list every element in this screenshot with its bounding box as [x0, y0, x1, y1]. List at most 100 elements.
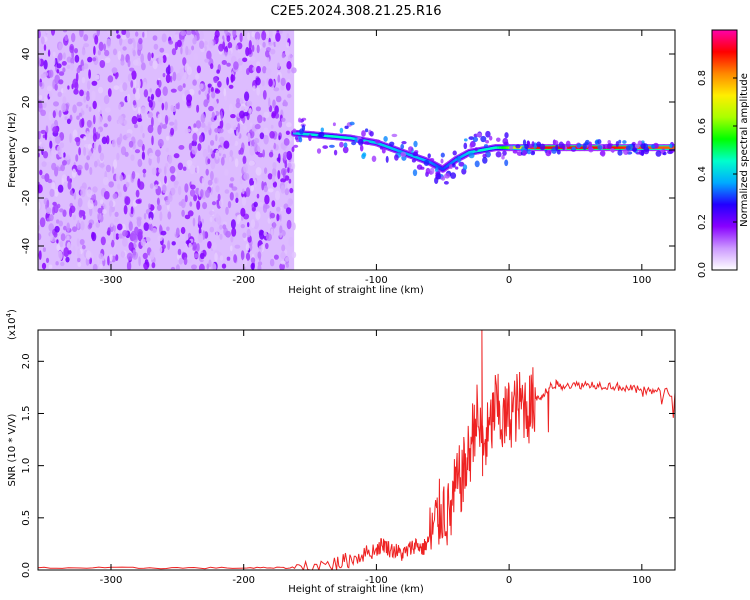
signal-speckle [293, 144, 299, 148]
noise-blob [177, 248, 182, 256]
noise-blob [206, 263, 210, 270]
noise-blob [79, 30, 84, 38]
noise-blob [269, 131, 275, 139]
noise-blob [208, 259, 212, 268]
noise-blob [152, 35, 158, 41]
signal-speckle [485, 140, 490, 144]
signal-speckle [522, 139, 527, 146]
noise-blob [195, 120, 202, 129]
noise-blob [187, 210, 194, 217]
noise-blob [182, 83, 186, 88]
noise-blob [270, 124, 274, 129]
signal-speckle [440, 158, 444, 164]
noise-blob [206, 50, 212, 61]
noise-blob [182, 166, 187, 171]
noise-blob [273, 87, 280, 92]
noise-blob [226, 35, 231, 42]
noise-blob [192, 242, 197, 251]
noise-blob [258, 201, 264, 207]
noise-blob [48, 214, 54, 222]
noise-blob [160, 230, 167, 236]
signal-speckle [359, 144, 364, 152]
noise-blob [107, 75, 114, 83]
noise-blob [219, 119, 224, 129]
noise-blob [248, 135, 251, 141]
noise-blob [280, 251, 286, 260]
noise-blob [56, 63, 62, 69]
noise-blob [117, 183, 121, 190]
noise-blob [287, 69, 291, 74]
noise-blob [122, 46, 127, 51]
noise-blob [207, 123, 211, 131]
noise-blob [128, 242, 134, 251]
noise-blob [177, 162, 184, 171]
signal-speckle [361, 130, 366, 137]
noise-blob [56, 69, 60, 74]
noise-blob [242, 188, 245, 195]
noise-blob [39, 217, 46, 228]
noise-blob [159, 211, 163, 222]
noise-blob [38, 184, 43, 194]
noise-blob [72, 214, 76, 221]
noise-blob [101, 136, 108, 145]
noise-blob [200, 122, 206, 128]
signal-speckle [468, 136, 475, 140]
noise-blob [279, 213, 282, 222]
signal-speckle [531, 141, 535, 148]
noise-blob [168, 40, 174, 45]
noise-blob [76, 67, 81, 74]
noise-blob [148, 211, 154, 221]
noise-blob [286, 150, 293, 161]
noise-blob [91, 80, 98, 86]
noise-blob [100, 199, 104, 205]
signal-speckle [600, 149, 606, 157]
noise-blob [189, 189, 196, 197]
signal-speckle [539, 143, 546, 151]
noise-blob [120, 60, 125, 66]
noise-blob [169, 166, 176, 174]
signal-speckle [457, 156, 462, 163]
noise-blob [156, 154, 160, 164]
noise-blob [57, 184, 64, 193]
noise-blob [250, 219, 256, 229]
noise-blob [78, 147, 81, 156]
noise-blob [243, 172, 250, 181]
noise-blob [228, 156, 232, 163]
noise-blob [220, 156, 225, 166]
noise-blob [52, 57, 56, 66]
signal-speckle [389, 141, 395, 146]
noise-blob [56, 219, 60, 224]
noise-blob [231, 227, 237, 237]
noise-blob [97, 105, 101, 113]
signal-speckle [504, 132, 509, 139]
noise-blob [285, 263, 289, 268]
signal-speckle [482, 153, 487, 158]
y-tick-label: 1.0 [21, 458, 32, 474]
noise-blob [185, 30, 192, 36]
noise-blob [174, 119, 178, 129]
noise-blob [76, 164, 83, 171]
noise-blob [211, 111, 215, 119]
noise-blob [55, 135, 61, 144]
noise-blob [95, 222, 100, 228]
signal-speckle [618, 139, 622, 144]
noise-blob [52, 126, 59, 134]
noise-blob [225, 230, 232, 238]
noise-blob [64, 34, 69, 41]
noise-blob [222, 221, 227, 226]
colorbar-label: Normalized spectral amplitude [739, 73, 750, 227]
noise-blob [44, 131, 48, 141]
noise-blob [269, 212, 276, 219]
noise-blob [148, 203, 151, 209]
signal-speckle [316, 148, 322, 154]
noise-blob [44, 157, 51, 163]
noise-blob [161, 244, 166, 250]
noise-blob [224, 30, 228, 35]
noise-blob [224, 169, 229, 176]
noise-blob [62, 96, 67, 105]
noise-blob [83, 146, 87, 156]
noise-blob [219, 233, 223, 240]
noise-blob [134, 78, 137, 88]
noise-blob [164, 175, 167, 184]
noise-blob [108, 200, 114, 208]
